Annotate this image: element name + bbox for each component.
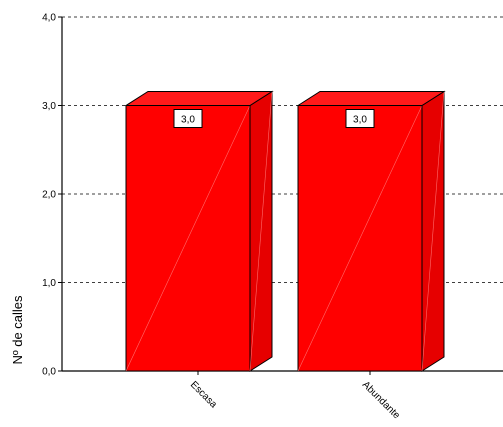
y-tick-labels: 0,0 1,0 2,0 3,0 4,0 [42, 13, 56, 378]
data-label-text: 3,0 [181, 115, 195, 126]
x-tick-labels: Escasa Abundante [188, 371, 402, 422]
bar [296, 90, 446, 372]
bar-shading-line [249, 91, 273, 372]
y-tick-label: 2,0 [42, 190, 56, 201]
y-tick-label: 4,0 [42, 13, 56, 24]
bar-shading-line [421, 91, 445, 372]
bar-top-face [124, 91, 274, 106]
y-tick-label: 0,0 [42, 367, 56, 378]
bar-shading-line [297, 105, 423, 372]
x-tick-label: Escasa [188, 379, 219, 410]
bar-shading-line [125, 105, 251, 372]
x-tick-label: Abundante [360, 379, 402, 421]
data-label-box [173, 109, 203, 128]
y-tick-label: 3,0 [42, 101, 56, 112]
data-labels: 3,0 3,0 [173, 109, 375, 128]
data-label: 3,0 [173, 109, 203, 128]
y-tick-label: 1,0 [42, 278, 56, 289]
data-label-box [345, 109, 375, 128]
bar-top-face [296, 91, 446, 106]
data-label: 3,0 [345, 109, 375, 128]
bar [124, 90, 274, 372]
y-axis-title: Nº de calles [10, 295, 25, 365]
bars [124, 90, 446, 372]
data-label-text: 3,0 [353, 115, 367, 126]
